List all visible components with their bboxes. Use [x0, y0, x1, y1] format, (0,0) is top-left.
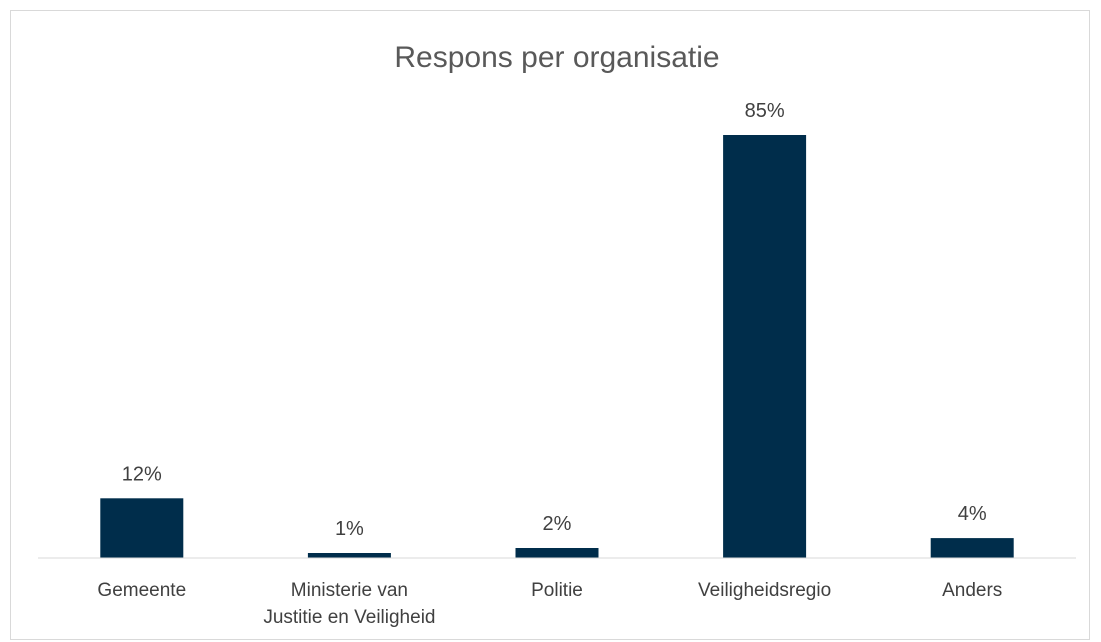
bar-1: [307, 553, 391, 558]
bar-3: [723, 135, 807, 558]
x-tick-label-0: Gemeente: [97, 580, 186, 601]
data-label-1: 1%: [335, 518, 364, 540]
x-tick-labels-group: Gemeente Ministerie van Justitie en Veilig…: [97, 580, 1002, 628]
bar-0: [100, 498, 184, 558]
x-tick-label-4: Anders: [942, 580, 1002, 601]
data-label-0: 12%: [122, 463, 162, 485]
data-label-2: 2%: [543, 513, 572, 535]
data-label-4: 4%: [958, 503, 987, 525]
x-tick-label-line: Anders: [942, 580, 1002, 601]
bars-group: [100, 135, 1014, 558]
bar-4: [930, 538, 1014, 558]
data-label-3: 85%: [745, 100, 785, 122]
x-tick-label-line: Gemeente: [97, 580, 186, 601]
data-labels-group: 12% 1% 2% 85% 4%: [122, 100, 987, 540]
x-tick-label-line: Politie: [531, 580, 583, 601]
x-tick-label-1: Ministerie van Justitie en Veiligheid: [263, 580, 435, 628]
x-tick-label-2: Politie: [531, 580, 583, 601]
x-tick-label-line: Veiligheidsregio: [698, 580, 831, 601]
bar-2: [515, 548, 599, 558]
chart-frame: [10, 10, 1090, 640]
chart-title: Respons per organisatie: [394, 41, 719, 74]
x-tick-label-line: Ministerie van: [291, 580, 408, 601]
x-tick-label-3: Veiligheidsregio: [698, 580, 831, 601]
x-tick-label-line: Justitie en Veiligheid: [263, 607, 435, 628]
